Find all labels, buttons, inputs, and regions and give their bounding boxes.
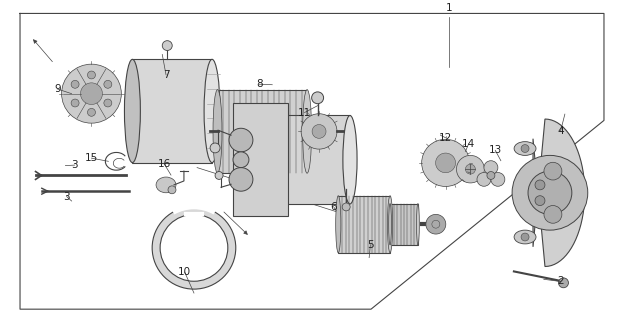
Circle shape <box>104 80 112 88</box>
Circle shape <box>210 143 220 153</box>
Text: 1: 1 <box>446 4 452 13</box>
Circle shape <box>558 278 568 288</box>
Circle shape <box>311 92 324 104</box>
Bar <box>390 204 418 245</box>
Text: 5: 5 <box>367 240 374 250</box>
Text: 2: 2 <box>557 276 564 286</box>
Text: 9: 9 <box>54 84 61 94</box>
Circle shape <box>162 41 172 51</box>
Ellipse shape <box>388 196 392 253</box>
Circle shape <box>466 164 475 174</box>
Ellipse shape <box>124 59 140 163</box>
Text: 13: 13 <box>489 145 502 155</box>
Ellipse shape <box>156 177 176 193</box>
Text: 8: 8 <box>256 79 263 89</box>
Circle shape <box>87 108 95 116</box>
Circle shape <box>71 99 79 107</box>
Circle shape <box>71 80 79 88</box>
Circle shape <box>521 145 529 152</box>
Circle shape <box>544 205 562 223</box>
Circle shape <box>233 152 249 168</box>
Circle shape <box>535 180 545 190</box>
Ellipse shape <box>303 90 311 173</box>
Circle shape <box>215 172 223 180</box>
Text: 16: 16 <box>157 159 171 169</box>
Circle shape <box>484 161 498 174</box>
Bar <box>132 59 212 163</box>
Bar <box>338 196 390 253</box>
Circle shape <box>521 233 529 241</box>
Circle shape <box>80 83 102 104</box>
Circle shape <box>528 171 572 214</box>
Text: 6: 6 <box>331 202 337 212</box>
Circle shape <box>491 172 505 186</box>
Text: 4: 4 <box>557 126 564 136</box>
Circle shape <box>457 156 484 183</box>
Circle shape <box>152 206 236 289</box>
Bar <box>255 116 350 204</box>
Bar <box>233 103 288 216</box>
Circle shape <box>168 186 176 194</box>
Circle shape <box>512 156 588 230</box>
Circle shape <box>342 203 350 211</box>
Ellipse shape <box>204 59 220 163</box>
Circle shape <box>535 196 545 205</box>
Circle shape <box>544 162 562 180</box>
Circle shape <box>436 153 456 173</box>
Text: 11: 11 <box>298 108 311 117</box>
Circle shape <box>422 139 469 187</box>
Text: 15: 15 <box>85 153 98 163</box>
Circle shape <box>229 168 253 191</box>
Ellipse shape <box>343 116 357 204</box>
Text: 3: 3 <box>63 192 70 202</box>
Ellipse shape <box>514 230 536 244</box>
Ellipse shape <box>248 116 263 204</box>
Text: 7: 7 <box>163 70 169 80</box>
Circle shape <box>229 128 253 152</box>
Circle shape <box>62 64 121 123</box>
Ellipse shape <box>336 196 341 253</box>
Circle shape <box>477 172 491 186</box>
Text: 10: 10 <box>178 267 191 277</box>
Text: 3: 3 <box>71 160 78 170</box>
Polygon shape <box>533 119 585 267</box>
Circle shape <box>301 114 337 149</box>
Circle shape <box>426 214 446 234</box>
Text: 14: 14 <box>462 139 475 149</box>
Circle shape <box>160 214 228 281</box>
Ellipse shape <box>417 204 419 245</box>
Text: 12: 12 <box>439 133 452 143</box>
Ellipse shape <box>213 90 222 173</box>
Circle shape <box>104 99 112 107</box>
Circle shape <box>312 124 326 138</box>
Ellipse shape <box>389 204 391 245</box>
Circle shape <box>432 220 440 228</box>
Circle shape <box>487 172 495 180</box>
Circle shape <box>87 71 95 79</box>
Bar <box>218 90 307 173</box>
Ellipse shape <box>514 142 536 156</box>
